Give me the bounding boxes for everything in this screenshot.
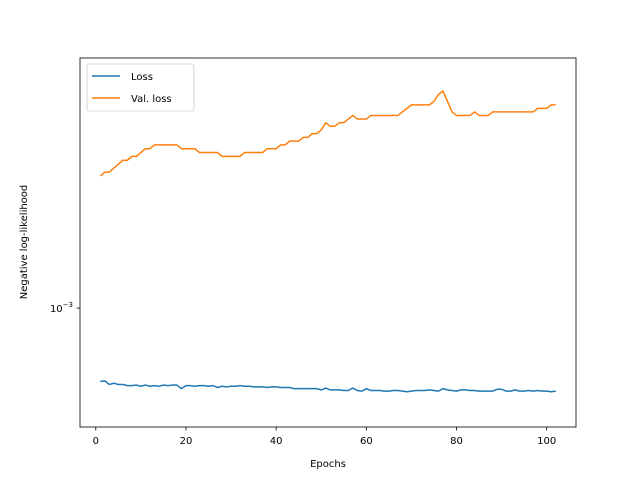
x-axis-label: Epochs	[310, 459, 346, 470]
plot-frame	[79, 57, 577, 428]
legend-label-val-loss: Val. loss	[131, 94, 172, 105]
series-layer	[99, 90, 556, 393]
x-tick-label: 100	[537, 436, 556, 447]
x-tick-label: 60	[360, 436, 373, 447]
tick-layer: 0 20 40 60 80 100 10−3	[50, 301, 556, 447]
x-tick-label: 40	[270, 436, 283, 447]
x-tick-label: 20	[180, 436, 193, 447]
series-line-val-loss	[99, 90, 556, 177]
legend: Loss Val. loss	[86, 63, 195, 112]
series-line-loss	[100, 380, 556, 393]
x-tick-label: 0	[93, 436, 99, 447]
y-tick-label: 10−3	[50, 301, 73, 315]
x-tick-label: 80	[450, 436, 463, 447]
legend-label-loss: Loss	[131, 72, 153, 83]
y-axis-label: Negative log-likelihood	[19, 185, 30, 300]
plot-area	[80, 58, 576, 427]
